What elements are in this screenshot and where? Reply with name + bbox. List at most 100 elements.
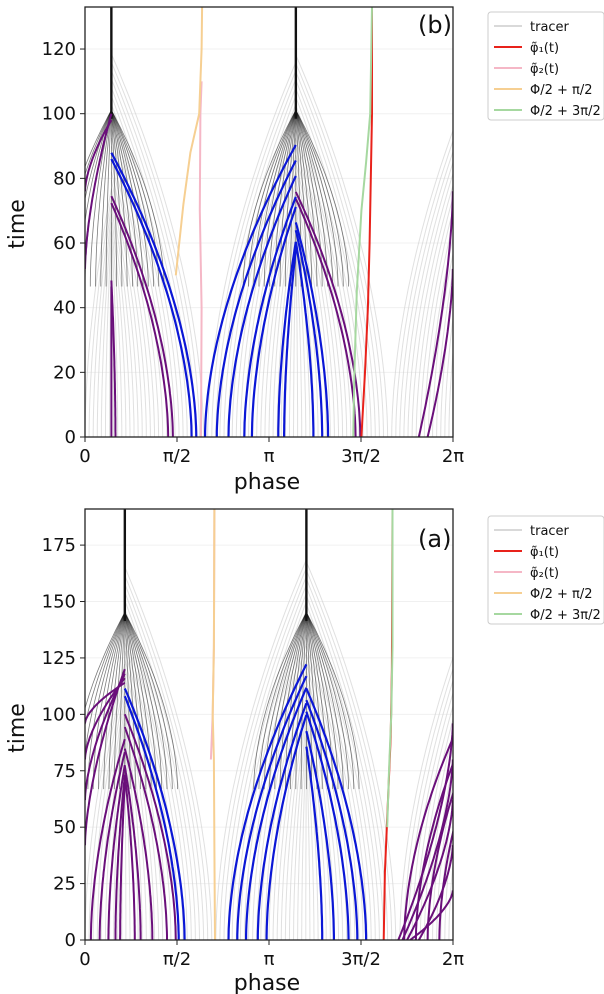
blue-trajectory xyxy=(283,249,297,437)
dense-line xyxy=(306,612,344,790)
tracer-line xyxy=(403,667,453,940)
purple-edge-trajectory xyxy=(85,113,113,269)
purple-edge-trajectory xyxy=(397,723,453,940)
tracer-line xyxy=(305,603,376,940)
dense-line xyxy=(124,612,157,790)
blue-trajectory xyxy=(123,695,180,940)
blue-trajectory xyxy=(123,688,186,940)
purple-edge-trajectory xyxy=(85,119,113,192)
blue-trajectory xyxy=(305,730,335,940)
dense-line xyxy=(98,612,126,790)
tracer-line xyxy=(124,566,213,940)
panel-a: 0 π/2 π 3π/2 2π 0 25 50 75 100 125 150 175 (a) phase… xyxy=(5,508,604,994)
y-tick-label: 75 xyxy=(53,761,76,782)
dense-line xyxy=(111,110,160,287)
tracer-line xyxy=(231,593,307,940)
dense-line xyxy=(295,110,344,287)
dense-line xyxy=(124,612,131,790)
tracer-line xyxy=(110,163,151,437)
tracer-line xyxy=(272,196,297,437)
tracer-line xyxy=(305,561,397,940)
tracer-line xyxy=(110,112,176,437)
dense-line xyxy=(306,612,360,790)
blue-trajectory xyxy=(227,663,308,940)
tracer-line xyxy=(407,679,453,940)
legend-label: Φ/2 + π/2 xyxy=(530,587,593,602)
tracer-line xyxy=(305,721,319,940)
tracer-line xyxy=(448,347,453,437)
blue-trajectory xyxy=(245,687,308,940)
tracer-line xyxy=(260,171,297,437)
dense-line xyxy=(85,110,112,168)
tracer-line xyxy=(211,70,297,437)
dense-line xyxy=(95,110,112,287)
legend-label: φ̃₂(t) xyxy=(530,62,559,77)
panel-b: 0 π/2 π 3π/2 2π 0 20 40 60 80 100 120 (b) phase tim… xyxy=(5,6,604,495)
purple-edge-trajectory xyxy=(401,759,453,940)
blue-trajectory xyxy=(294,222,330,437)
blue-trajectory xyxy=(215,160,297,437)
tracer-line xyxy=(295,239,299,437)
legend-label: φ̃₁(t) xyxy=(530,545,559,560)
legend-label: tracer xyxy=(530,20,570,35)
dense-line xyxy=(111,110,117,287)
purple-edge-trajectory xyxy=(85,668,126,846)
tracer-line xyxy=(403,160,453,437)
legend-label: Φ/2 + 3π/2 xyxy=(530,608,601,623)
tracer-line xyxy=(124,608,192,940)
y-tick-label: 100 xyxy=(42,704,76,725)
tracer-line xyxy=(419,208,453,437)
tracer-line xyxy=(110,213,127,437)
dense-line xyxy=(290,110,297,287)
series-line xyxy=(211,509,216,940)
legend-label: Φ/2 + 3π/2 xyxy=(530,104,601,119)
x-tick-label: 2π xyxy=(442,949,464,970)
series-line xyxy=(360,7,373,437)
tracer-line xyxy=(227,584,307,940)
tracer-line xyxy=(244,618,307,940)
dense-line xyxy=(306,612,339,790)
blue-trajectory xyxy=(250,206,297,437)
tracer-line xyxy=(88,672,126,940)
ticks-b: 0 π/2 π 3π/2 2π 0 20 40 60 80 100 120 xyxy=(42,39,465,467)
dense-line xyxy=(111,110,133,287)
y-tick-label: 150 xyxy=(42,592,76,613)
tracer-line xyxy=(110,78,192,437)
dense-line xyxy=(85,612,126,728)
legend-box-b xyxy=(487,11,604,121)
tracer-line xyxy=(96,214,112,437)
tracer-line xyxy=(295,231,303,437)
purple-trajectories xyxy=(85,113,453,437)
blue-trajectory xyxy=(110,158,193,437)
dense-line xyxy=(124,612,152,790)
tracer-line xyxy=(124,634,180,940)
tracer-line xyxy=(113,722,126,940)
tracer-line xyxy=(110,171,147,437)
dense-line xyxy=(253,612,307,790)
panel-label-a: (a) xyxy=(418,525,451,553)
tracer-line xyxy=(399,655,453,940)
tracer-line xyxy=(260,652,307,940)
converged-bundles xyxy=(85,509,360,790)
tracer-line xyxy=(295,88,372,437)
dense-line xyxy=(295,110,318,287)
dense-line xyxy=(306,612,318,790)
tracer-line xyxy=(248,146,297,437)
tracer-line xyxy=(284,702,307,940)
dense-line xyxy=(111,110,154,287)
x-tick-label: 0 xyxy=(79,949,90,970)
tracer-line xyxy=(109,239,112,437)
tracer-line xyxy=(110,154,155,437)
y-tick-label: 125 xyxy=(42,648,76,669)
tracer-line xyxy=(295,71,380,437)
purple-trajectory xyxy=(123,748,154,940)
x-tick-label: 3π/2 xyxy=(341,446,381,467)
tracer-line xyxy=(295,172,331,437)
dense-line xyxy=(124,612,147,790)
tracer-line xyxy=(110,87,188,437)
tracer-line xyxy=(305,595,380,940)
tracer-line xyxy=(399,150,453,437)
tracer-line xyxy=(219,567,307,940)
tracer-line xyxy=(110,62,200,437)
